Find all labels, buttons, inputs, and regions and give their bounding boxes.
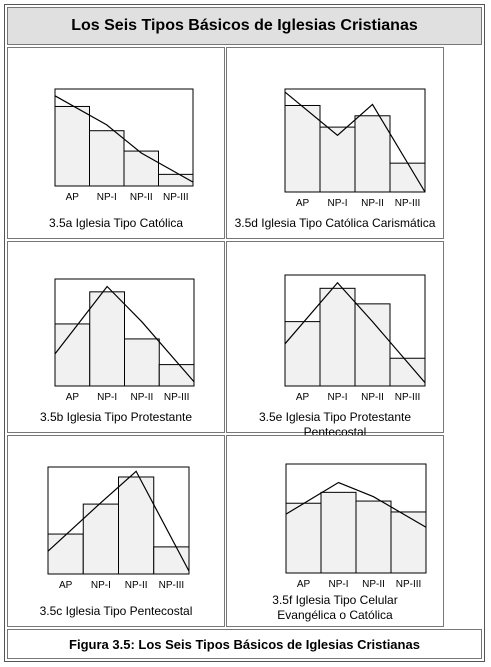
chart-3-5e: AP NP-I NP-II NP-III — [284, 274, 426, 403]
tick-label-np-i: NP-I — [328, 392, 348, 403]
bar-np-ii — [354, 303, 391, 387]
chart-3-5b: AP NP-I NP-II NP-III — [54, 278, 195, 403]
chart-3-5a: AP NP-I NP-II NP-III — [54, 88, 194, 203]
bar-np-ii — [354, 115, 391, 193]
tick-label-np-iii: NP-III — [395, 392, 421, 403]
tick-label-np-ii: NP-II — [130, 392, 153, 403]
caption-line: 3.5c Iglesia Tipo Pentecostal — [39, 604, 193, 618]
figure-caption: Figura 3.5: Los Seis Tipos Básicos de Ig… — [7, 629, 482, 659]
chart-3-5f: AP NP-I NP-II NP-III — [285, 463, 427, 590]
panel-caption: 3.5d Iglesia Tipo Católica Carismática — [227, 216, 443, 231]
panel-caption: 3.5a Iglesia Tipo Católica — [8, 216, 224, 231]
tick-label-ap: AP — [66, 192, 80, 203]
panel-3-5a: AP NP-I NP-II NP-III 3.5a Iglesia Tipo Catól… — [7, 47, 225, 239]
tick-label-np-iii: NP-III — [163, 192, 189, 203]
bar-np-i — [320, 491, 357, 574]
figure-frame: Los Seis Tipos Básicos de Iglesias Crist… — [4, 4, 485, 662]
tick-label-np-iii: NP-III — [395, 198, 421, 209]
bar-np-i — [319, 126, 356, 193]
caption-line: 3.5a Iglesia Tipo Católica — [48, 216, 184, 230]
tick-label-np-ii: NP-II — [362, 579, 385, 590]
caption-line: 3.5d Iglesia Tipo Católica Carismática — [234, 216, 436, 230]
tick-label-np-iii: NP-III — [159, 580, 185, 591]
bar-np-ii — [355, 500, 392, 574]
plot-frame — [284, 274, 426, 387]
bar-np-i — [89, 291, 125, 387]
trend-line — [284, 281, 426, 384]
bar-np-i — [82, 503, 119, 575]
bar-np-iii — [389, 162, 426, 193]
bar-np-iii — [390, 511, 427, 574]
panel-3-5d: AP NP-I NP-II NP-III 3.5d Iglesia Tipo Catól… — [226, 47, 444, 239]
tick-label-ap: AP — [297, 579, 311, 590]
trend-line — [284, 91, 426, 193]
bar-np-i — [319, 287, 356, 387]
panel-caption: 3.5f Iglesia Tipo Celular Evangélica o Ca… — [227, 593, 443, 623]
plot-frame — [285, 463, 427, 574]
bar-np-i — [89, 130, 125, 187]
bar-np-ii — [123, 150, 159, 187]
bar-np-iii — [158, 173, 194, 187]
tick-label-np-iii: NP-III — [164, 392, 190, 403]
tick-label-np-i: NP-I — [328, 198, 348, 209]
panel-3-5b: AP NP-I NP-II NP-III 3.5b Iglesia Tipo Prote… — [7, 241, 225, 433]
caption-line: 3.5b Iglesia Tipo Protestante — [39, 410, 193, 424]
tick-label-ap: AP — [59, 580, 73, 591]
trend-line — [54, 285, 195, 383]
tick-label-np-ii: NP-II — [361, 198, 384, 209]
trend-line — [54, 95, 194, 183]
panel-3-5e: AP NP-I NP-II NP-III 3.5e Iglesia Tipo Prote… — [226, 241, 444, 439]
tick-label-np-iii: NP-III — [396, 579, 422, 590]
bar-ap — [54, 323, 91, 387]
bar-ap — [285, 502, 322, 574]
panel-caption: 3.5b Iglesia Tipo Protestante — [8, 410, 224, 425]
chart-3-5d: AP NP-I NP-II NP-III — [284, 88, 426, 209]
bar-np-ii — [124, 338, 160, 387]
trend-line — [47, 470, 190, 572]
tick-label-np-i: NP-I — [97, 192, 117, 203]
tick-label-np-i: NP-I — [91, 580, 111, 591]
plot-frame — [54, 88, 194, 187]
bar-ap — [47, 533, 84, 575]
tick-label-ap: AP — [296, 392, 310, 403]
tick-label-np-ii: NP-II — [125, 580, 148, 591]
caption-line: 3.5f Iglesia Tipo Celular — [272, 593, 398, 607]
plot-frame — [284, 88, 426, 193]
tick-label-np-ii: NP-II — [361, 392, 384, 403]
bar-ap — [284, 321, 321, 387]
tick-label-np-i: NP-I — [329, 579, 349, 590]
tick-label-np-i: NP-I — [97, 392, 117, 403]
panel-3-5f: AP NP-I NP-II NP-III 3.5f Iglesia Tipo Celul… — [226, 435, 444, 627]
trend-line — [285, 481, 427, 528]
panel-caption: 3.5c Iglesia Tipo Pentecostal — [8, 604, 224, 619]
tick-label-ap: AP — [296, 198, 310, 209]
figure-title: Los Seis Tipos Básicos de Iglesias Crist… — [7, 7, 482, 45]
bar-ap — [54, 105, 90, 187]
bar-np-ii — [118, 476, 155, 575]
tick-label-ap: AP — [66, 392, 80, 403]
chart-3-5c: AP NP-I NP-II NP-III — [47, 466, 190, 591]
bar-ap — [284, 104, 321, 193]
caption-line: Evangélica o Católica — [277, 608, 393, 622]
tick-label-np-ii: NP-II — [130, 192, 153, 203]
plot-frame — [54, 278, 195, 387]
plot-frame — [47, 466, 190, 575]
panel-3-5c: AP NP-I NP-II NP-III 3.5c Iglesia Tipo Pente… — [7, 435, 225, 627]
